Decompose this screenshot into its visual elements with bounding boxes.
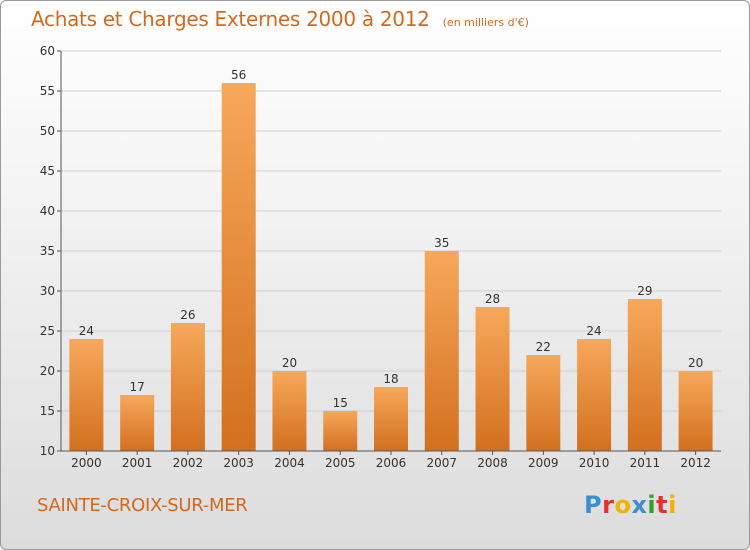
bar-value-label: 18 [383, 372, 398, 386]
bar-value-label: 26 [180, 308, 195, 322]
brand-letter: r [602, 491, 615, 519]
bar [475, 307, 510, 451]
brand-letter: P [584, 491, 603, 519]
y-tick-label: 15 [40, 404, 55, 418]
labels: 10 15 20 25 30 35 40 45 50 55 60 24 2000 17 2001 26 2002… [40, 44, 711, 470]
bar-value-label: 35 [434, 236, 449, 250]
bar [678, 371, 713, 451]
bar-value-label: 56 [231, 68, 246, 82]
y-tick-label: 45 [40, 164, 55, 178]
x-tick-label: 2000 [71, 456, 102, 470]
brand-logo: Proxiti [584, 491, 677, 519]
bar [170, 323, 205, 451]
bar [374, 387, 408, 451]
chart-unit: (en milliers d'€) [442, 16, 529, 29]
brand-letter: o [614, 491, 632, 519]
bars [69, 83, 713, 451]
y-tick-label: 60 [40, 44, 55, 58]
y-tick-label: 55 [40, 84, 55, 98]
title-row: Achats et Charges Externes 2000 à 2012 (… [31, 7, 529, 31]
chart-title: Achats et Charges Externes 2000 à 2012 [31, 7, 430, 31]
bar-chart: 10 15 20 25 30 35 40 45 50 55 60 24 2000 17 2001 26 2002… [40, 44, 721, 470]
y-tick-label: 50 [40, 124, 55, 138]
y-tick-label: 35 [40, 244, 55, 258]
bar [120, 395, 155, 451]
x-tick-label: 2009 [528, 456, 559, 470]
x-tick-label: 2003 [223, 456, 254, 470]
x-tick-label: 2006 [376, 456, 407, 470]
bar [526, 355, 561, 451]
bar [323, 411, 358, 451]
bar-value-label: 28 [485, 292, 500, 306]
bar [69, 339, 104, 451]
brand-letter: i [647, 491, 657, 519]
bar [424, 251, 459, 451]
grid-lines [61, 50, 721, 412]
bar-value-label: 29 [637, 284, 652, 298]
y-tick-label: 10 [40, 444, 55, 458]
x-tick-label: 2002 [173, 456, 204, 470]
x-tick-label: 2004 [274, 456, 305, 470]
brand-letter: t [656, 491, 669, 519]
x-tick-label: 2005 [325, 456, 356, 470]
y-tick-label: 30 [40, 284, 55, 298]
bar [577, 339, 612, 451]
x-tick-label: 2007 [426, 456, 457, 470]
x-tick-label: 2012 [680, 456, 711, 470]
bar-value-label: 24 [79, 324, 94, 338]
y-tick-label: 40 [40, 204, 55, 218]
bar-value-label: 22 [536, 340, 551, 354]
x-tick-label: 2001 [122, 456, 153, 470]
x-tick-label: 2008 [477, 456, 508, 470]
bar [221, 83, 256, 451]
y-tick-label: 25 [40, 324, 55, 338]
bar-value-label: 24 [586, 324, 601, 338]
brand-letter: x [631, 491, 648, 519]
bar [627, 299, 662, 451]
bar-value-label: 20 [688, 356, 703, 370]
bar-value-label: 15 [333, 396, 348, 410]
commune-name: SAINTE-CROIX-SUR-MER [37, 495, 248, 516]
x-tick-label: 2011 [630, 456, 661, 470]
bar-value-label: 20 [282, 356, 297, 370]
bar [272, 371, 307, 451]
bar-value-label: 17 [130, 380, 145, 394]
brand-letter: i [668, 491, 677, 519]
x-tick-label: 2010 [579, 456, 610, 470]
axes [57, 50, 721, 455]
y-tick-label: 20 [40, 364, 55, 378]
